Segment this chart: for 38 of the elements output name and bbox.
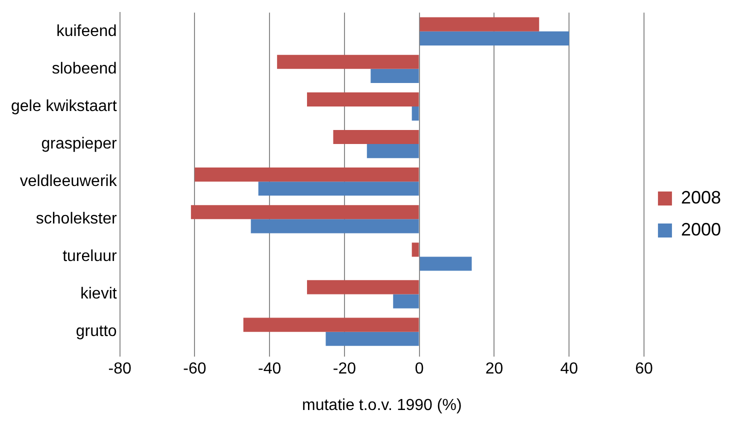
bar: [370, 68, 419, 84]
y-tick-label: kievit: [80, 286, 118, 303]
bar: [420, 256, 472, 271]
x-tick-label: -20: [332, 360, 356, 378]
y-tick-label: veldleeuwerik: [20, 173, 118, 190]
bar: [420, 17, 540, 32]
y-tick-label: gele kwikstaart: [10, 98, 118, 115]
bar: [250, 219, 419, 234]
legend-label: 2008: [680, 187, 722, 208]
bar: [412, 106, 419, 121]
x-axis-title: mutatie t.o.v. 1990 (%): [302, 396, 462, 414]
bar: [190, 205, 419, 220]
bar: [393, 294, 419, 308]
legend-label: 2000: [680, 219, 722, 240]
bar: [307, 280, 419, 294]
x-tick-label: -80: [108, 360, 132, 378]
x-tick-label: -60: [183, 360, 206, 378]
x-tick-label: 20: [485, 360, 504, 378]
y-tick-label: scholekster: [36, 210, 118, 228]
bar: [412, 242, 419, 257]
bar: [420, 31, 570, 46]
bar: [307, 92, 419, 106]
y-tick-label: tureluur: [62, 248, 118, 266]
y-tick-label: graspieper: [41, 135, 118, 152]
x-tick-label: -40: [258, 360, 282, 378]
y-tick-label: slobeend: [52, 60, 117, 78]
bar: [277, 54, 419, 69]
bar: [243, 318, 419, 332]
bar: [326, 332, 419, 346]
y-tick-label: kuifeend: [56, 22, 117, 40]
x-tick-label: 60: [635, 360, 653, 378]
y-tick-label: grutto: [76, 323, 117, 340]
bar: [333, 130, 419, 144]
x-tick-label: 40: [560, 360, 578, 378]
bar: [194, 168, 419, 182]
x-tick-label: 0: [414, 360, 424, 378]
bar: [258, 182, 419, 196]
bar: [366, 144, 419, 158]
